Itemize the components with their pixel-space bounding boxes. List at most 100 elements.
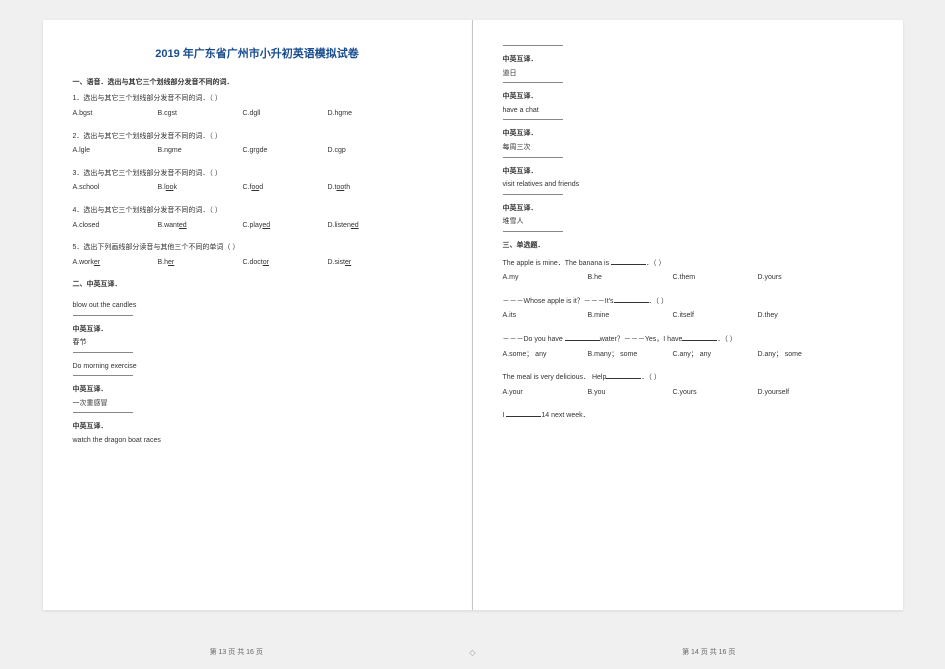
t10: 中英互译． 堆雪人 bbox=[503, 203, 873, 232]
q1-a: A.bgst bbox=[73, 108, 123, 121]
mc3-text: －－－Do you have water？－－－Yes，I have．（ ） bbox=[503, 333, 873, 347]
q4-text: 4．选出与其它三个划线部分发音不同的词．（ ） bbox=[73, 205, 442, 218]
t7-line bbox=[503, 119, 563, 120]
t3-line bbox=[73, 375, 133, 376]
q5-d: D.sister bbox=[328, 257, 378, 270]
page-left: 2019 年广东省广州市小升初英语模拟试卷 一、语音．选出与其它三个划线部分发音… bbox=[43, 20, 473, 610]
section2-header: 二、中英互译． bbox=[73, 279, 442, 292]
q2-options: A.lgle B.ngme C.grgde D.cgp bbox=[73, 145, 442, 158]
mc1-a: A.my bbox=[503, 272, 553, 285]
q1-b: B.cgst bbox=[158, 108, 208, 121]
mc2-b: B.mine bbox=[588, 310, 638, 323]
q1-text: 1．选出与其它三个划线部分发音不同的词．（ ） bbox=[73, 93, 442, 106]
t2-line bbox=[73, 352, 133, 353]
mc3-blank2 bbox=[682, 333, 717, 341]
q2-d: D.cgp bbox=[328, 145, 378, 158]
t1: blow out the candles bbox=[73, 300, 442, 316]
t6-label: 中英互译． bbox=[503, 54, 873, 67]
t9-text: visit relatives and friends bbox=[503, 179, 873, 192]
section1-header: 一、语音．选出与其它三个划线部分发音不同的词． bbox=[73, 77, 442, 90]
mc1-d: D.yours bbox=[758, 272, 808, 285]
q4-options: A.closed B.wanted C.played D.listened bbox=[73, 220, 442, 233]
mc3-blank1 bbox=[565, 333, 600, 341]
mc3-d: D.any； some bbox=[758, 349, 808, 362]
t3: Do morning exercise bbox=[73, 361, 442, 377]
t5-text: watch the dragon boat races bbox=[73, 435, 442, 448]
t1-text: blow out the candles bbox=[73, 300, 442, 313]
q2-c: C.grgde bbox=[243, 145, 293, 158]
mc3-c: C.any； any bbox=[673, 349, 723, 362]
mc3-options: A.some； any B.many； some C.any； any D.an… bbox=[503, 349, 873, 362]
mc1-blank bbox=[611, 257, 646, 265]
q3-b: B.look bbox=[158, 182, 208, 195]
mc1-c: C.them bbox=[673, 272, 723, 285]
mc2-d: D.they bbox=[758, 310, 808, 323]
q5-b: B.her bbox=[158, 257, 208, 270]
t8-line bbox=[503, 157, 563, 158]
t4-line bbox=[73, 412, 133, 413]
t7: 中英互译． have a chat bbox=[503, 91, 873, 120]
mc2-options: A.its B.mine C.itself D.they bbox=[503, 310, 873, 323]
q2-text: 2．选出与其它三个划线部分发音不同的词．（ ） bbox=[73, 131, 442, 144]
t8-label: 中英互译． bbox=[503, 128, 873, 141]
t8-text: 每周三次 bbox=[503, 142, 873, 155]
q1-c: C.dgll bbox=[243, 108, 293, 121]
t6-text: 道日 bbox=[503, 68, 873, 81]
t5: 中英互译． watch the dragon boat races bbox=[73, 421, 442, 447]
mc4-blank bbox=[606, 371, 641, 379]
mc4-c: C.yours bbox=[673, 387, 723, 400]
t5-label: 中英互译． bbox=[73, 421, 442, 434]
q3-d: D.tooth bbox=[328, 182, 378, 195]
t10-line bbox=[503, 231, 563, 232]
q5-a: A.worker bbox=[73, 257, 123, 270]
t2-label: 中英互译． bbox=[73, 324, 442, 337]
q1-options: A.bgst B.cgst C.dgll D.hgme bbox=[73, 108, 442, 121]
mc2-c: C.itself bbox=[673, 310, 723, 323]
mc2-text: －－－Whose apple is it？－－－It's．（ ） bbox=[503, 295, 873, 309]
mc1-b: B.he bbox=[588, 272, 638, 285]
footer-left: 第 13 页 共 16 页 bbox=[0, 647, 591, 657]
mc1-text: The apple is mine．The banana is ．（ ） bbox=[503, 257, 873, 271]
q2-a: A.lgle bbox=[73, 145, 123, 158]
t7-text: have a chat bbox=[503, 105, 873, 118]
mc4-d: D.yourself bbox=[758, 387, 808, 400]
t8: 中英互译． 每周三次 bbox=[503, 128, 873, 157]
mc4-a: A.your bbox=[503, 387, 553, 400]
page-right: 中英互译． 道日 中英互译． have a chat 中英互译． 每周三次 中英… bbox=[473, 20, 903, 610]
mc4-b: B.you bbox=[588, 387, 638, 400]
mc5-blank bbox=[506, 409, 541, 417]
t9-label: 中英互译． bbox=[503, 166, 873, 179]
t4: 中英互译． 一次重感冒 bbox=[73, 384, 442, 413]
t9: 中英互译． visit relatives and friends bbox=[503, 166, 873, 195]
t2: 中英互译． 春节 bbox=[73, 324, 442, 353]
q4-c: C.played bbox=[243, 220, 293, 233]
mc4-text: The meal is very delicious． Help．（ ） bbox=[503, 371, 873, 385]
q5-text: 5．选出下列画线部分读音与其他三个不同的单词（ ） bbox=[73, 242, 442, 255]
exam-title: 2019 年广东省广州市小升初英语模拟试卷 bbox=[73, 45, 442, 65]
q5-options: A.worker B.her C.doctor D.sister bbox=[73, 257, 442, 270]
t6-line bbox=[503, 82, 563, 83]
page-container: 2019 年广东省广州市小升初英语模拟试卷 一、语音．选出与其它三个划线部分发音… bbox=[0, 0, 945, 650]
q1-d: D.hgme bbox=[328, 108, 378, 121]
mc1-options: A.my B.he C.them D.yours bbox=[503, 272, 873, 285]
t2-text: 春节 bbox=[73, 337, 442, 350]
t1-line bbox=[73, 315, 133, 316]
mc2-a: A.its bbox=[503, 310, 553, 323]
q5-c: C.doctor bbox=[243, 257, 293, 270]
t3-text: Do morning exercise bbox=[73, 361, 442, 374]
t6: 中英互译． 道日 bbox=[503, 54, 873, 83]
q4-a: A.closed bbox=[73, 220, 123, 233]
section3-header: 三、单选题． bbox=[503, 240, 873, 253]
t10-text: 堆雪人 bbox=[503, 216, 873, 229]
q3-text: 3．选出与其它三个划线部分发音不同的词．（ ） bbox=[73, 168, 442, 181]
q3-a: A.school bbox=[73, 182, 123, 195]
q3-c: C.food bbox=[243, 182, 293, 195]
t7-label: 中英互译． bbox=[503, 91, 873, 104]
t10-label: 中英互译． bbox=[503, 203, 873, 216]
t9-line bbox=[503, 194, 563, 195]
t4-text: 一次重感冒 bbox=[73, 398, 442, 411]
footer-icon: ◇ bbox=[469, 648, 475, 657]
mc5-text: I 14 next week． bbox=[503, 409, 873, 423]
mc3-b: B.many； some bbox=[588, 349, 638, 362]
mc2-blank bbox=[614, 295, 649, 303]
